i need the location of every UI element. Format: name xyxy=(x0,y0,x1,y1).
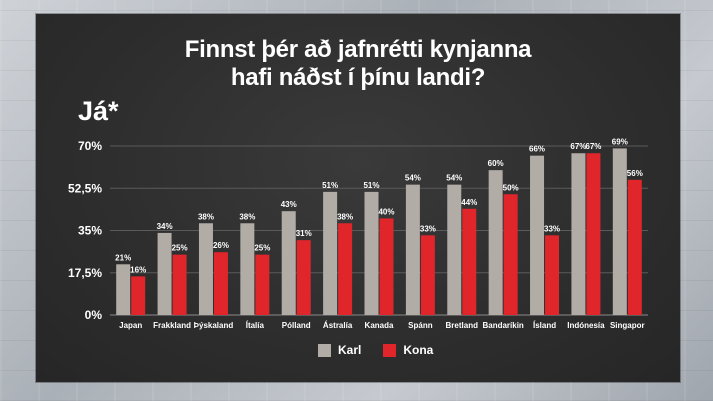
legend-label-karl: Karl xyxy=(338,343,362,357)
bar-karl xyxy=(571,153,586,315)
bar-karl xyxy=(240,223,255,315)
y-tick-label: 35% xyxy=(78,224,102,238)
chart-panel: Finnst þér að jafnrétti kynjanna hafi ná… xyxy=(36,14,680,382)
x-tick-label: Pólland xyxy=(282,321,311,330)
data-label: 67% xyxy=(570,142,586,151)
chart-title-line2: hafi náðst í þínu landi? xyxy=(230,64,486,91)
bar-karl xyxy=(612,148,627,315)
data-label: 16% xyxy=(130,265,146,274)
x-tick-label: Spánn xyxy=(408,321,433,330)
legend-label-kona: Kona xyxy=(403,343,434,357)
bar-kona xyxy=(545,235,560,315)
data-label: 67% xyxy=(585,142,601,151)
data-label: 40% xyxy=(378,207,394,216)
data-label: 33% xyxy=(420,224,436,233)
legend-item-kona: Kona xyxy=(383,343,433,357)
bar-karl xyxy=(157,232,172,315)
bar-kona xyxy=(420,235,435,315)
data-label: 33% xyxy=(544,224,560,233)
data-label: 44% xyxy=(461,198,477,207)
data-label: 31% xyxy=(296,229,312,238)
data-label: 25% xyxy=(172,244,188,253)
legend: Karl Kona xyxy=(318,342,447,358)
data-label: 51% xyxy=(363,181,379,190)
data-label: 43% xyxy=(281,200,297,209)
y-tick-label: 70% xyxy=(78,139,102,153)
data-label: 51% xyxy=(322,181,338,190)
data-label: 66% xyxy=(529,145,545,154)
bar-karl xyxy=(447,184,462,315)
bar-kona xyxy=(172,254,187,315)
data-label: 56% xyxy=(627,169,643,178)
bar-karl xyxy=(198,223,213,315)
bar-kona xyxy=(627,179,642,315)
bar-karl xyxy=(281,211,296,315)
bar-karl xyxy=(116,264,131,315)
legend-item-karl: Karl xyxy=(318,343,361,357)
data-label: 50% xyxy=(503,183,519,192)
y-tick-label: 52,5% xyxy=(68,181,102,195)
bar-karl xyxy=(323,191,338,315)
legend-swatch-kona xyxy=(383,343,397,357)
bar-kona xyxy=(255,254,270,315)
data-label: 54% xyxy=(446,174,462,183)
bar-kona xyxy=(586,153,601,315)
data-label: 34% xyxy=(157,222,173,231)
bar-chart: 0% 17,5% 35% 52,5% 70% 21% 16% Japan 34% 25% Frakk… xyxy=(68,137,648,330)
x-tick-label: Ástralía xyxy=(323,321,353,330)
data-label: 38% xyxy=(198,212,214,221)
x-tick-label: Indónesía xyxy=(567,321,605,330)
x-tick-label: Þýskaland xyxy=(194,321,234,330)
bar-kona xyxy=(379,218,394,315)
x-tick-label: Bandaríkin xyxy=(482,321,523,330)
bar-karl xyxy=(405,184,420,315)
bar-karl xyxy=(488,170,503,315)
data-label: 38% xyxy=(239,212,255,221)
data-label: 38% xyxy=(337,212,353,221)
data-label: 25% xyxy=(254,244,270,253)
legend-swatch-karl xyxy=(318,343,331,357)
x-tick-label: Ítalía xyxy=(246,321,265,330)
bar-kona xyxy=(131,276,146,315)
bar-kona xyxy=(503,194,518,315)
bar-karl xyxy=(364,191,379,315)
y-tick-label: 17,5% xyxy=(68,266,102,280)
data-label: 21% xyxy=(115,253,131,262)
data-label: 60% xyxy=(488,159,504,168)
x-tick-label: Frakkland xyxy=(153,321,191,330)
bar-kona xyxy=(462,208,477,315)
bar-kona xyxy=(338,223,353,315)
bar-kona xyxy=(213,252,228,315)
data-label: 54% xyxy=(405,174,421,183)
data-label: 26% xyxy=(213,241,229,250)
bar-kona xyxy=(296,240,311,315)
chart-title: Finnst þér að jafnrétti kynjanna hafi ná… xyxy=(36,36,680,92)
data-label: 69% xyxy=(612,137,628,146)
x-tick-label: Ísland xyxy=(533,321,556,330)
x-tick-label: Japan xyxy=(119,321,142,330)
y-axis-label: Já* xyxy=(78,96,119,126)
bar-karl xyxy=(530,155,545,315)
x-tick-label: Kanada xyxy=(365,321,394,330)
y-tick-label: 0% xyxy=(85,308,103,322)
x-tick-label: Singapor xyxy=(610,321,645,330)
chart-title-line1: Finnst þér að jafnrétti kynjanna xyxy=(184,36,532,63)
x-tick-label: Bretland xyxy=(446,321,479,330)
